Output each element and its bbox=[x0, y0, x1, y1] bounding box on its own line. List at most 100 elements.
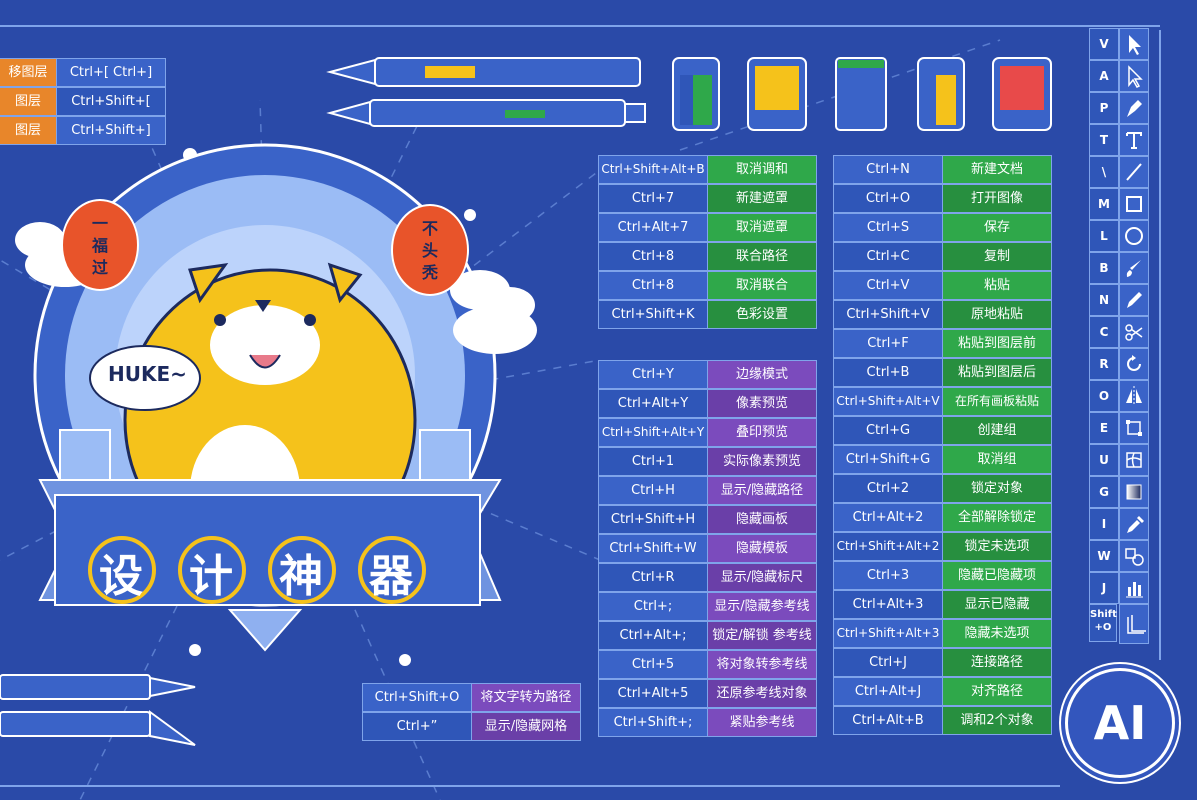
shortcut-cell: Ctrl+C bbox=[833, 242, 943, 271]
tool-key: E bbox=[1089, 412, 1119, 444]
lantern-left: 一 福 过 bbox=[84, 213, 116, 279]
action-cell: 叠印预览 bbox=[707, 418, 817, 447]
tool-key: O bbox=[1089, 380, 1119, 412]
action-cell: 取消遮罩 bbox=[707, 213, 817, 242]
shortcut-cell: Ctrl+H bbox=[598, 476, 708, 505]
action-cell: 取消联合 bbox=[707, 271, 817, 300]
action-cell: 紧贴参考线 bbox=[707, 708, 817, 737]
bottom-pencils bbox=[0, 674, 196, 746]
action-cell: 在所有画板粘贴 bbox=[942, 387, 1052, 416]
tool-key: A bbox=[1089, 60, 1119, 92]
action-cell: 复制 bbox=[942, 242, 1052, 271]
banner-char-1: 设 bbox=[99, 551, 143, 602]
action-cell: 取消组 bbox=[942, 445, 1052, 474]
shortcut-cell: Ctrl+F bbox=[833, 329, 943, 358]
tool-key: B bbox=[1089, 252, 1119, 284]
tool-key: L bbox=[1089, 220, 1119, 252]
action-cell: 创建组 bbox=[942, 416, 1052, 445]
lantern-left-char: 过 bbox=[91, 258, 108, 277]
shortcut-cell: Ctrl+J bbox=[833, 648, 943, 677]
shortcut-cell: Ctrl+Shift+H bbox=[598, 505, 708, 534]
action-cell: 全部解除锁定 bbox=[942, 503, 1052, 532]
action-cell: 隐藏未选项 bbox=[942, 619, 1052, 648]
shortcut-cell: Ctrl+S bbox=[833, 213, 943, 242]
shortcut-cell: Ctrl+Shift+Alt+2 bbox=[833, 532, 943, 561]
shortcut-cell: Ctrl+N bbox=[833, 155, 943, 184]
action-cell: 新建遮罩 bbox=[707, 184, 817, 213]
shortcut-cell: Ctrl+G bbox=[833, 416, 943, 445]
speech-bubble: HUKE~ bbox=[108, 362, 187, 386]
action-cell: 打开图像 bbox=[942, 184, 1052, 213]
shortcut-cell: Ctrl+O bbox=[833, 184, 943, 213]
lantern-right-char: 秃 bbox=[421, 263, 438, 282]
pencil-illustration bbox=[326, 57, 646, 127]
type-icon bbox=[1119, 124, 1149, 156]
tool-key: T bbox=[1089, 124, 1119, 156]
shortcut-cell: Ctrl+Alt+2 bbox=[833, 503, 943, 532]
lantern-right-char: 头 bbox=[421, 241, 438, 260]
shortcut-cell: Ctrl+1 bbox=[598, 447, 708, 476]
tool-key: U bbox=[1089, 444, 1119, 476]
action-cell: 连接路径 bbox=[942, 648, 1052, 677]
shortcut-cell: Ctrl+R bbox=[598, 563, 708, 592]
action-cell: 锁定/解锁 参考线 bbox=[707, 621, 817, 650]
action-cell: 锁定未选项 bbox=[942, 532, 1052, 561]
action-cell: 还原参考线对象 bbox=[707, 679, 817, 708]
action-cell: 隐藏画板 bbox=[707, 505, 817, 534]
action-cell: 实际像素预览 bbox=[707, 447, 817, 476]
pen-icon bbox=[1119, 92, 1149, 124]
action-cell: 显示/隐藏标尺 bbox=[707, 563, 817, 592]
shortcut-cell: Ctrl+7 bbox=[598, 184, 708, 213]
lantern-left-char: 一 bbox=[91, 214, 108, 233]
action-cell: 像素预览 bbox=[707, 389, 817, 418]
action-cell: 粘贴到图层后 bbox=[942, 358, 1052, 387]
action-cell: 保存 bbox=[942, 213, 1052, 242]
tool-key: \ bbox=[1089, 156, 1119, 188]
banner-char-4: 器 bbox=[369, 551, 413, 602]
graph-icon bbox=[1119, 572, 1149, 604]
mascot-emblem bbox=[15, 143, 537, 652]
action-cell: 隐藏模板 bbox=[707, 534, 817, 563]
line-icon bbox=[1119, 156, 1149, 188]
rotate-icon bbox=[1119, 348, 1149, 380]
tool-key: N bbox=[1089, 284, 1119, 316]
shortcut-cell: Ctrl+Alt+7 bbox=[598, 213, 708, 242]
action-cell: 锁定对象 bbox=[942, 474, 1052, 503]
action-cell: 粘贴到图层前 bbox=[942, 329, 1052, 358]
banner-char-3: 神 bbox=[279, 551, 323, 602]
shortcut-cell: Ctrl+Shift+K bbox=[598, 300, 708, 329]
shortcut-cell: Ctrl+8 bbox=[598, 271, 708, 300]
shortcut-cell: Ctrl+B bbox=[833, 358, 943, 387]
action-cell: 显示/隐藏参考线 bbox=[707, 592, 817, 621]
shortcut-cell: Ctrl+; bbox=[598, 592, 708, 621]
mesh-icon bbox=[1119, 444, 1149, 476]
top-icon-row bbox=[672, 57, 1052, 131]
shortcut-cell: Ctrl+2 bbox=[833, 474, 943, 503]
shortcut-cell: Ctrl+3 bbox=[833, 561, 943, 590]
tool-key: R bbox=[1089, 348, 1119, 380]
gradient-icon bbox=[1119, 476, 1149, 508]
banner-char-2: 计 bbox=[189, 551, 233, 602]
pencil-icon bbox=[1119, 284, 1149, 316]
selection-arrow-icon bbox=[1119, 28, 1149, 60]
shortcut-cell: Ctrl+V bbox=[833, 271, 943, 300]
action-cell: 显示/隐藏网格 bbox=[471, 712, 581, 741]
shortcut-cell: Ctrl+Alt+5 bbox=[598, 679, 708, 708]
tool-key: V bbox=[1089, 28, 1119, 60]
shortcut-cell: Ctrl+Shift+O bbox=[362, 683, 472, 712]
action-cell: 显示/隐藏路径 bbox=[707, 476, 817, 505]
tool-key: I bbox=[1089, 508, 1119, 540]
shortcut-cell: Ctrl+8 bbox=[598, 242, 708, 271]
tool-key: M bbox=[1089, 188, 1119, 220]
shortcut-cell: Ctrl+[ Ctrl+] bbox=[56, 58, 166, 87]
action-cell: 新建文档 bbox=[942, 155, 1052, 184]
action-cell: 调和2个对象 bbox=[942, 706, 1052, 735]
shortcut-cell: Ctrl+Alt+Y bbox=[598, 389, 708, 418]
blend-icon bbox=[1119, 540, 1149, 572]
shortcut-cell: Ctrl+Shift+Alt+B bbox=[598, 155, 708, 184]
action-cell: 显示已隐藏 bbox=[942, 590, 1052, 619]
scissors-icon bbox=[1119, 316, 1149, 348]
lantern-left-char: 福 bbox=[91, 236, 108, 255]
free-transform-icon bbox=[1119, 412, 1149, 444]
action-cell: 隐藏已隐藏项 bbox=[942, 561, 1052, 590]
